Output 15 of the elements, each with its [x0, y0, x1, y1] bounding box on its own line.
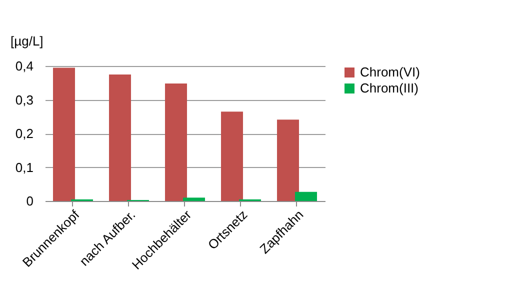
bar: [221, 112, 243, 201]
legend-label: Chrom(VI): [360, 64, 420, 80]
y-tick-label: 0,4: [15, 58, 34, 74]
bar: [109, 74, 131, 201]
legend-label: Chrom(III): [360, 80, 418, 96]
bar: [165, 84, 187, 201]
bar: [53, 68, 75, 201]
bar: [183, 198, 205, 201]
y-tick-label: 0,2: [15, 126, 34, 141]
bar: [295, 192, 317, 201]
y-tick-label: 0,1: [15, 160, 34, 175]
y-tick-label: 0: [26, 194, 34, 208]
y-axis-title: [µg/L]: [10, 34, 44, 48]
y-tick-label: 0,3: [15, 92, 34, 108]
bar: [277, 120, 299, 201]
